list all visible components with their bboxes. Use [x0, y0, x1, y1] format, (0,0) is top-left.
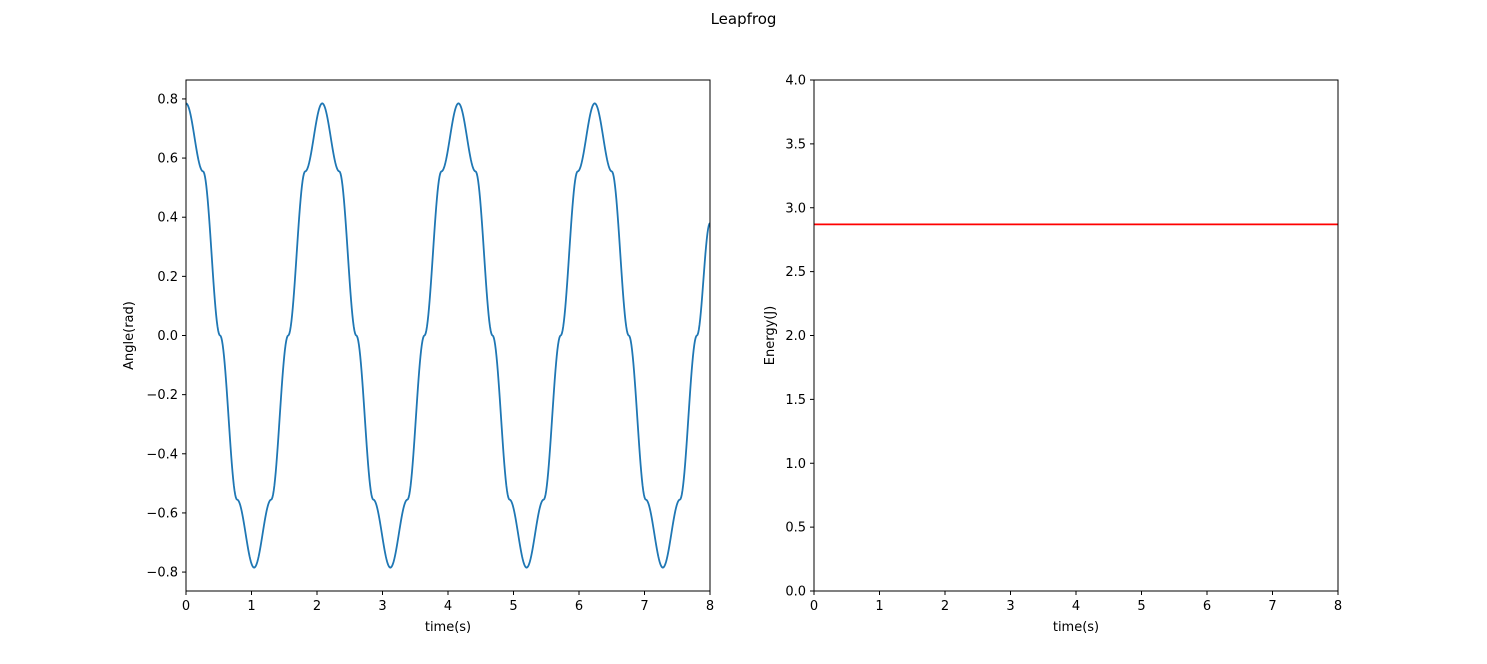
y-tick-label: 2.5 [785, 265, 806, 280]
angle-plot: 0 1 2 3 4 5 6 7 8 −0.8 −0.6 −0.4 −0.2 0.0 0.2 0.4 0.6 0.8… [122, 79, 714, 635]
y-tick-label: −0.4 [146, 447, 178, 462]
x-tick-label: 0 [810, 599, 818, 614]
x-tick-label: 2 [313, 599, 321, 614]
x-tick-label: 0 [182, 599, 190, 614]
y-tick-label: 0.8 [157, 92, 178, 107]
x-tick-label: 3 [378, 599, 386, 614]
x-axis-label: time(s) [425, 620, 471, 635]
axes-frame [185, 79, 711, 592]
y-tick-label: 1.0 [785, 457, 806, 472]
y-axis-label: Energy(J) [763, 306, 778, 366]
x-tick-label: 7 [640, 599, 648, 614]
y-axis-label: Angle(rad) [122, 301, 137, 370]
series-line [186, 102, 710, 569]
y-tick-label: 3.0 [785, 201, 806, 216]
x-tick-label: 8 [1334, 599, 1342, 614]
energy-plot: 0 1 2 3 4 5 6 7 8 0.0 0.5 1.0 1.5 2.0 2.5 3.0 3.5 4.0 time… [763, 74, 1342, 636]
figure-title: Leapfrog [711, 10, 777, 28]
y-tick-label: 0.0 [157, 329, 178, 344]
x-tick-label: 3 [1006, 599, 1014, 614]
x-tick-label: 7 [1268, 599, 1276, 614]
y-tick-label: 1.5 [785, 393, 806, 408]
axes-frame [813, 79, 1339, 592]
y-tick-label: −0.2 [146, 388, 178, 403]
x-axis-label: time(s) [1053, 620, 1099, 635]
x-tick-label: 5 [1137, 599, 1145, 614]
x-tick-label: 1 [247, 599, 255, 614]
x-tick-label: 6 [1203, 599, 1211, 614]
x-tick-label: 8 [706, 599, 714, 614]
x-tick-label: 1 [875, 599, 883, 614]
y-tick-label: 0.0 [785, 585, 806, 600]
y-tick-label: 0.2 [157, 270, 178, 285]
y-tick-label: −0.8 [146, 566, 178, 581]
y-tick-label: 0.4 [157, 211, 178, 226]
x-tick-label: 4 [444, 599, 452, 614]
y-tick-label: −0.6 [146, 506, 178, 521]
x-tick-label: 5 [509, 599, 517, 614]
x-tick-label: 2 [941, 599, 949, 614]
y-tick-label: 0.5 [785, 521, 806, 536]
x-tick-label: 4 [1072, 599, 1080, 614]
y-tick-label: 2.0 [785, 329, 806, 344]
y-tick-label: 3.5 [785, 137, 806, 152]
x-tick-label: 6 [575, 599, 583, 614]
y-tick-label: 4.0 [785, 74, 806, 89]
y-tick-label: 0.6 [157, 152, 178, 167]
